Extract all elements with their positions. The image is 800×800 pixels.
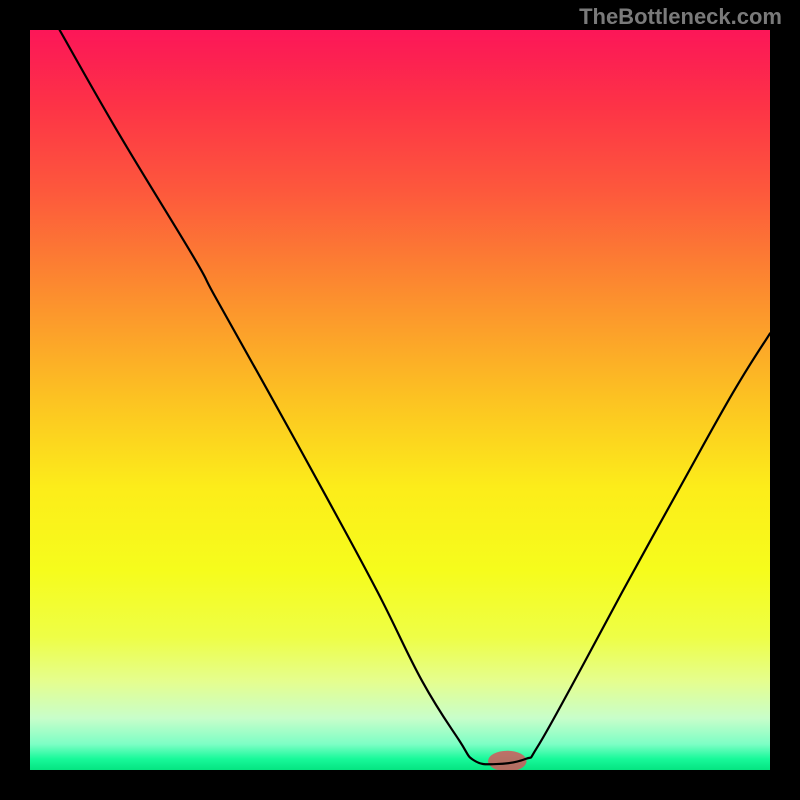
watermark-text: TheBottleneck.com <box>579 4 782 30</box>
chart-svg <box>30 30 770 770</box>
gradient-background <box>30 30 770 770</box>
bottleneck-chart <box>30 30 770 770</box>
